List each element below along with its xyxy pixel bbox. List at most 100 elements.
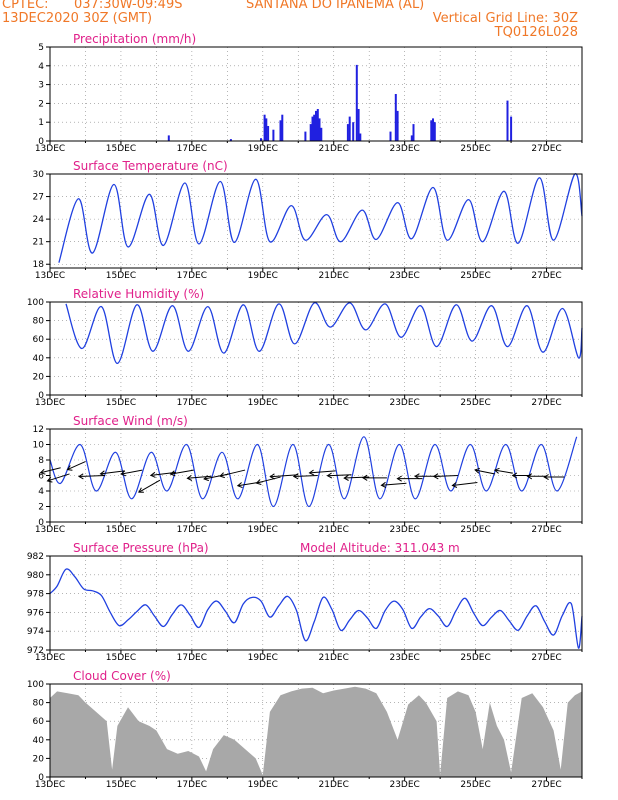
panel-frame <box>49 173 583 269</box>
wind-vector <box>78 475 105 477</box>
y-tick-label: 100 <box>27 298 44 308</box>
wind-vector <box>494 469 513 474</box>
wind-vector <box>138 479 161 493</box>
header-model: TQ0126L028 <box>494 25 578 40</box>
precip-bar <box>430 120 433 141</box>
wind-arrowhead <box>493 467 500 474</box>
panel-frame <box>49 683 583 778</box>
y-tick-label: 4 <box>38 487 44 497</box>
y-tick-label: 978 <box>27 590 44 600</box>
precip-bar <box>389 131 392 141</box>
header-date: 13DEC2020 30Z (GMT) <box>2 11 153 26</box>
x-tick-label: 25DEC <box>460 271 490 281</box>
y-tick-label: 21 <box>33 238 44 248</box>
wind-arrowhead <box>474 467 480 474</box>
y-tick-label: 982 <box>27 552 44 562</box>
y-tick-label: 27 <box>33 193 44 203</box>
precip-bar <box>410 135 413 141</box>
precip-bar <box>394 94 397 141</box>
wind-arrowhead <box>326 472 333 479</box>
x-tick-label: 25DEC <box>460 653 490 663</box>
precip-bar <box>304 131 307 141</box>
wind-vector <box>100 470 125 475</box>
wind-arrowhead <box>186 474 193 481</box>
wind-arrowhead <box>543 474 549 481</box>
y-tick-label: 974 <box>27 627 44 637</box>
wind-arrowhead <box>120 470 127 477</box>
y-tick-label: 980 <box>27 571 44 581</box>
header-coordinates: 037:30W-09:49S <box>74 0 183 12</box>
panel-cloud: 0 20 40 60 80 100 13DEC 15DEC 17DEC 19DEC 21DEC 23D… <box>27 669 583 790</box>
wind-arrowhead <box>396 475 402 482</box>
wind-arrowhead <box>380 481 387 488</box>
y-tick-label: 0 <box>38 518 44 528</box>
x-tick-label: 15DEC <box>106 653 136 663</box>
x-tick-label: 15DEC <box>106 271 136 281</box>
precip-bar <box>281 114 284 141</box>
panel-temp: 18 21 24 27 30 13DEC 15DEC 17DEC 19DEC 21DEC 23DEC… <box>33 159 583 281</box>
precip-bar <box>229 139 232 141</box>
x-tick-label: 13DEC <box>35 653 65 663</box>
wind-vector <box>170 469 194 475</box>
x-tick-label: 15DEC <box>106 525 136 535</box>
chart-header: CPTEC: 037:30W-09:49S SANTANA DO IPANEMA… <box>0 0 618 48</box>
precip-bar <box>348 116 351 141</box>
precip-bar <box>352 122 355 141</box>
wind-vector <box>121 469 143 475</box>
wind-arrowhead <box>203 475 209 482</box>
wind-vector <box>256 476 281 484</box>
x-tick-label: 23DEC <box>389 525 419 535</box>
y-tick-label: 0 <box>38 391 44 401</box>
wind-arrowhead <box>308 469 315 476</box>
y-tick-label: 40 <box>33 736 45 746</box>
wind-vector <box>433 475 458 477</box>
wind-arrowhead <box>432 473 439 480</box>
precip-bar <box>506 100 509 141</box>
y-tick-label: 10 <box>33 441 45 451</box>
y-tick-label: 30 <box>33 170 45 180</box>
precip-bar <box>263 114 266 141</box>
wind-arrowhead <box>292 473 299 480</box>
precip-bar <box>359 133 362 141</box>
precip-bar <box>510 116 513 141</box>
wind-vector <box>344 476 370 479</box>
y-tick-label: 972 <box>27 646 44 656</box>
precip-bar <box>433 122 436 141</box>
y-tick-label: 5 <box>38 43 44 53</box>
wind-arrowhead <box>511 472 518 479</box>
precip-bar <box>316 109 319 141</box>
x-tick-label: 17DEC <box>177 525 207 535</box>
wind-arrowhead <box>169 470 176 477</box>
x-tick-label: 23DEC <box>389 271 419 281</box>
x-tick-label: 17DEC <box>177 398 207 408</box>
x-tick-label: 13DEC <box>35 525 65 535</box>
wind-arrowhead <box>361 474 368 481</box>
wind-vector <box>327 474 352 477</box>
x-tick-label: 27DEC <box>531 398 561 408</box>
y-tick-label: 20 <box>33 372 45 382</box>
x-tick-label: 27DEC <box>531 271 561 281</box>
panel-title: Surface Pressure (hPa) <box>73 541 209 555</box>
panel-title: Surface Wind (m/s) <box>73 414 188 428</box>
y-tick-label: 80 <box>33 699 45 709</box>
y-tick-label: 0 <box>38 137 44 147</box>
precip-bar <box>346 124 349 141</box>
x-tick-label: 15DEC <box>106 398 136 408</box>
y-tick-label: 0 <box>38 773 44 783</box>
precip-bar <box>167 135 170 141</box>
x-tick-label: 25DEC <box>460 525 490 535</box>
precip-bar <box>357 109 360 141</box>
wind-arrowhead <box>255 479 262 485</box>
x-tick-label: 15DEC <box>106 780 136 790</box>
y-tick-label: 2 <box>38 503 44 513</box>
x-tick-label: 27DEC <box>531 653 561 663</box>
x-tick-label: 27DEC <box>531 525 561 535</box>
precip-bar <box>318 118 321 141</box>
y-tick-label: 3 <box>38 81 44 91</box>
panel-wind: 0 2 4 6 8 10 12 13DEC 15DEC 17DEC 19DEC 21DEC 23DEC 2… <box>33 414 583 535</box>
x-tick-label: 27DEC <box>531 144 561 154</box>
x-tick-label: 13DEC <box>35 398 65 408</box>
y-tick-label: 40 <box>33 354 45 364</box>
y-tick-label: 4 <box>38 62 44 72</box>
y-tick-label: 6 <box>38 472 44 482</box>
